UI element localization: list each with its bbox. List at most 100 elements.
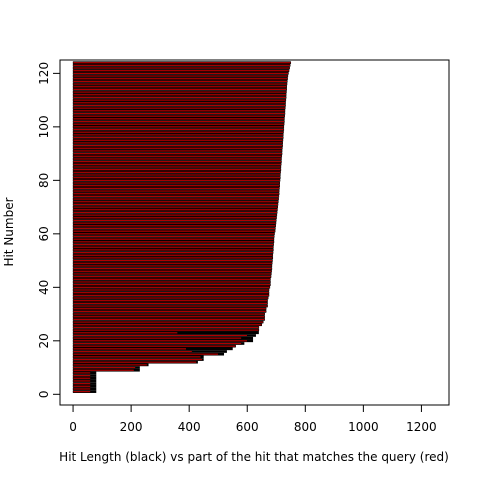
query-match-bar bbox=[72, 334, 248, 337]
x-axis-title: Hit Length (black) vs part of the hit th… bbox=[59, 450, 449, 464]
query-match-bar bbox=[72, 270, 272, 273]
x-axis: 0 200 400 600 800 1000 1200 bbox=[69, 405, 437, 434]
query-match-bar bbox=[72, 286, 271, 289]
query-match-bar bbox=[72, 275, 272, 278]
query-match-bar bbox=[72, 99, 287, 102]
query-match-bar bbox=[72, 337, 242, 340]
query-match-bar bbox=[72, 211, 278, 214]
query-match-bar bbox=[72, 93, 287, 96]
query-match-bar bbox=[72, 157, 282, 161]
query-match-bar bbox=[72, 369, 135, 372]
query-match-bar bbox=[72, 120, 285, 123]
query-match-bar bbox=[72, 155, 283, 158]
query-match-bar bbox=[72, 283, 271, 286]
x-tick-label: 1200 bbox=[406, 420, 437, 434]
query-match-bar bbox=[72, 246, 274, 249]
query-match-bar bbox=[72, 115, 285, 118]
query-match-bar bbox=[72, 85, 287, 88]
query-match-bar bbox=[72, 82, 288, 86]
query-match-bar bbox=[72, 112, 286, 115]
query-match-bar bbox=[72, 101, 286, 104]
query-match-bar bbox=[72, 238, 275, 241]
query-match-bar bbox=[72, 377, 91, 380]
y-tick-label: 60 bbox=[37, 226, 51, 241]
plot-frame bbox=[59, 59, 450, 406]
query-match-bar bbox=[72, 163, 282, 166]
x-tick-label: 600 bbox=[236, 420, 259, 434]
query-match-bar bbox=[72, 382, 91, 385]
query-match-bar bbox=[72, 390, 91, 393]
query-match-bar bbox=[72, 214, 278, 217]
query-match-bar bbox=[72, 171, 281, 174]
y-tick-label: 0 bbox=[37, 390, 51, 398]
query-match-bar bbox=[72, 222, 277, 225]
query-match-bar bbox=[72, 280, 271, 284]
y-tick-label: 120 bbox=[37, 62, 51, 85]
query-match-bar bbox=[72, 243, 274, 246]
query-match-bar bbox=[72, 61, 292, 64]
query-match-bar bbox=[72, 374, 91, 377]
query-match-bar bbox=[72, 278, 271, 281]
query-match-bar bbox=[72, 302, 268, 305]
query-match-bar bbox=[72, 326, 260, 329]
query-match-bar bbox=[72, 240, 275, 243]
query-match-bar bbox=[72, 227, 276, 230]
query-match-bar bbox=[72, 72, 289, 75]
query-match-bar bbox=[72, 251, 274, 254]
y-axis: 0 20 40 60 80 100 120 bbox=[37, 62, 60, 398]
query-match-bar bbox=[72, 136, 284, 139]
query-match-bar bbox=[72, 189, 280, 193]
query-match-bar bbox=[72, 329, 260, 332]
query-match-bar bbox=[72, 230, 276, 233]
query-match-bar bbox=[72, 254, 274, 257]
y-tick-label: 100 bbox=[37, 115, 51, 138]
query-match-bar bbox=[72, 361, 197, 364]
query-match-bar bbox=[72, 387, 91, 391]
query-match-bar bbox=[72, 224, 276, 227]
x-tick-label: 800 bbox=[294, 420, 317, 434]
query-match-bar bbox=[72, 294, 270, 297]
query-match-bar bbox=[72, 208, 278, 211]
query-match-bar bbox=[72, 304, 268, 308]
query-match-bar bbox=[72, 272, 272, 276]
query-match-bar bbox=[72, 133, 284, 136]
query-match-bar bbox=[72, 152, 283, 155]
query-match-bar bbox=[72, 310, 267, 313]
query-match-bar bbox=[72, 66, 290, 70]
query-match-bar bbox=[72, 216, 277, 219]
query-match-bar bbox=[72, 299, 268, 302]
query-match-bar bbox=[72, 128, 285, 131]
y-axis-title: Hit Number bbox=[2, 197, 16, 266]
query-match-bar bbox=[72, 205, 278, 209]
query-match-bar bbox=[72, 347, 187, 350]
x-tick-label: 400 bbox=[178, 420, 201, 434]
y-tick-label: 80 bbox=[37, 173, 51, 188]
query-match-bar bbox=[72, 109, 286, 112]
query-match-bar bbox=[72, 379, 91, 383]
query-match-bar bbox=[72, 342, 242, 345]
query-match-bar bbox=[72, 307, 267, 310]
query-match-bar bbox=[72, 88, 287, 91]
query-match-bar bbox=[72, 248, 274, 251]
query-match-bar bbox=[72, 74, 289, 78]
bars-layer bbox=[72, 61, 292, 393]
query-match-bar bbox=[72, 353, 219, 356]
query-match-bar bbox=[72, 264, 273, 268]
query-match-bar bbox=[72, 371, 91, 375]
query-match-bar bbox=[72, 312, 265, 316]
query-match-bar bbox=[72, 323, 262, 326]
query-match-bar bbox=[72, 315, 265, 318]
query-match-bar bbox=[72, 80, 288, 83]
query-match-bar bbox=[72, 203, 279, 206]
query-match-bar bbox=[72, 184, 280, 187]
query-match-bar bbox=[72, 141, 283, 145]
query-match-bar bbox=[72, 235, 275, 238]
query-match-bar bbox=[72, 195, 280, 198]
query-match-bar bbox=[72, 345, 236, 348]
query-match-bar bbox=[72, 192, 280, 195]
query-match-bar bbox=[72, 77, 288, 80]
query-match-bar bbox=[72, 291, 270, 294]
query-match-bar bbox=[72, 363, 148, 366]
query-match-bar bbox=[72, 139, 284, 142]
